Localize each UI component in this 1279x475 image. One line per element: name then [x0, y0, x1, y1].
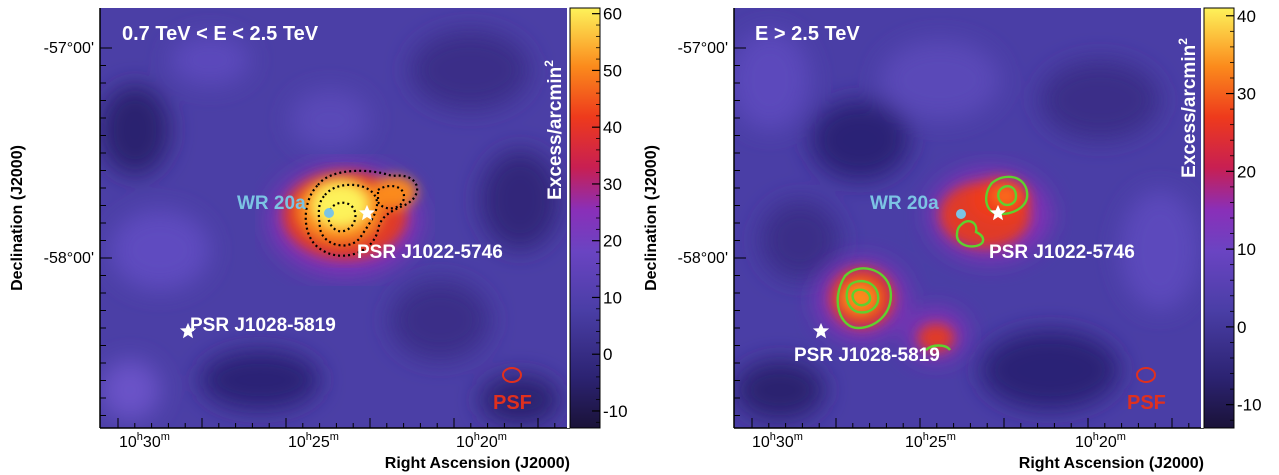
right-xlabel: Right Ascension (J2000): [1019, 455, 1204, 472]
right-wr20a-label: WR 20a: [870, 193, 939, 214]
left-xtick-25: 10h25m: [288, 431, 339, 451]
colorbar-tick-label: 0: [1237, 318, 1246, 337]
left-wr20a-label: WR 20a: [237, 193, 306, 214]
right-wr20a-marker: [956, 209, 966, 219]
right-xtick-25: 10h25m: [905, 431, 956, 451]
right-map-texture: [734, 30, 1200, 420]
left-psr1028-label: PSR J1028-5819: [190, 315, 336, 336]
right-psf-label: PSF: [1127, 392, 1166, 414]
right-xtick-20: 10h20m: [1075, 431, 1126, 451]
right-colorbar-ticks: 40 30 20 10 0 -10: [1226, 7, 1262, 421]
colorbar-tick-label: 10: [603, 288, 622, 307]
right-panel: E > 2.5 TeV WR 20a PSR J1022-5746 PSR J1…: [643, 7, 1262, 472]
left-psr1022-label: PSR J1022-5746: [357, 242, 503, 263]
right-title: E > 2.5 TeV: [755, 23, 860, 45]
left-map-texture: [100, 30, 560, 425]
colorbar-tick-label: 20: [1237, 162, 1256, 181]
left-xtick-30-m: 30: [143, 434, 161, 451]
left-ytick-58: -58°00': [44, 250, 94, 267]
svg-text:10h20m: 10h20m: [1075, 431, 1126, 451]
colorbar-tick-label: 50: [603, 61, 622, 80]
right-colorbar: [1203, 7, 1235, 429]
colorbar-tick-label: 60: [603, 5, 622, 24]
right-psf-ellipse: [1136, 367, 1156, 383]
left-psf-label: PSF: [493, 392, 532, 414]
colorbar-tick-label: 30: [1237, 85, 1256, 104]
right-minor-ticks: [734, 47, 1223, 428]
svg-text:10h30m: 10h30m: [119, 431, 170, 451]
colorbar-tick-label: -10: [1237, 396, 1262, 415]
right-psr1028-label: PSR J1028-5819: [794, 345, 940, 366]
colorbar-tick-label: -10: [603, 402, 628, 421]
right-contours: [836, 175, 1029, 351]
left-ytick-57: -57°00': [44, 40, 94, 57]
colorbar-tick-label: 0: [603, 345, 612, 364]
svg-text:10h25m: 10h25m: [288, 431, 339, 451]
left-axis-ticks: [99, 8, 570, 429]
colorbar-tick-label: 30: [603, 175, 622, 194]
left-ylabel: Declination (J2000): [9, 145, 26, 291]
left-xlabel: Right Ascension (J2000): [385, 455, 570, 472]
right-ytick-58: -58°00': [678, 250, 728, 267]
left-colorbar-ticks: 60 50 40 30 20 10 0 -10: [592, 5, 628, 423]
left-xtick-30: 10h30m: [119, 431, 170, 451]
right-psr1022-label: PSR J1022-5746: [989, 242, 1135, 263]
right-ytick-57: -57°00': [678, 40, 728, 57]
colorbar-tick-label: 20: [603, 232, 622, 251]
left-psf-ellipse: [502, 367, 522, 383]
left-wr20a-marker: [324, 208, 334, 218]
svg-text:10h25m: 10h25m: [905, 431, 956, 451]
left-colorbar-label: Excess/arcmin2: [542, 60, 566, 200]
svg-text:10h20m: 10h20m: [456, 431, 507, 451]
left-title: 0.7 TeV < E < 2.5 TeV: [122, 23, 319, 45]
left-xtick-30-h: 10: [119, 434, 137, 451]
colorbar-tick-label: 40: [603, 118, 622, 137]
left-contours: [304, 169, 419, 257]
right-colorbar-label: Excess/arcmin2: [1176, 38, 1200, 178]
right-xtick-30: 10h30m: [752, 431, 803, 451]
left-panel: 0.7 TeV < E < 2.5 TeV WR 20a PSR J1022-5…: [9, 5, 628, 472]
colorbar-tick-label: 40: [1237, 7, 1256, 26]
colorbar-tick-label: 10: [1237, 240, 1256, 259]
right-axis-ticks: [733, 8, 1204, 429]
svg-text:10h30m: 10h30m: [752, 431, 803, 451]
left-xtick-20: 10h20m: [456, 431, 507, 451]
right-ylabel: Declination (J2000): [643, 145, 660, 291]
